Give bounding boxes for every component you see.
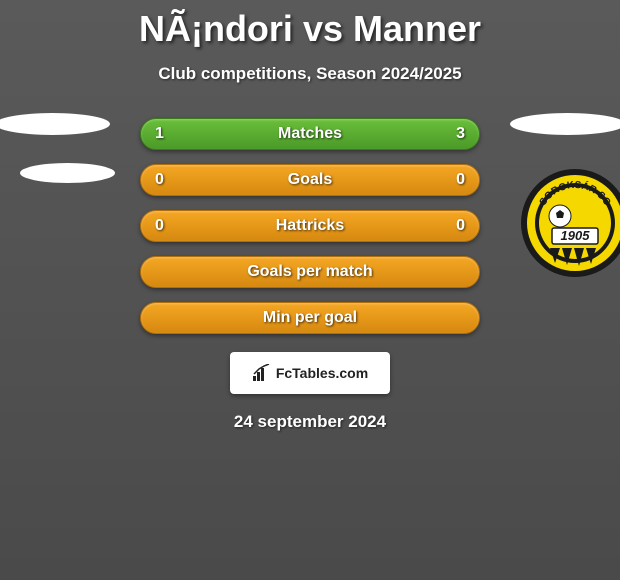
stat-row-matches: 1 Matches 3: [140, 118, 480, 150]
stat-label: Matches: [278, 125, 342, 143]
stat-left-value: 0: [155, 217, 164, 235]
subtitle: Club competitions, Season 2024/2025: [0, 64, 620, 84]
stat-label: Hattricks: [276, 217, 344, 235]
stat-right-value: 3: [456, 125, 465, 143]
stat-row-hattricks: 0 Hattricks 0: [140, 210, 480, 242]
stat-label: Goals: [288, 171, 332, 189]
fctables-logo[interactable]: FcTables.com: [230, 352, 390, 394]
blob: [20, 163, 115, 183]
stat-left-value: 0: [155, 171, 164, 189]
stat-label: Min per goal: [263, 309, 357, 327]
stat-left-value: 1: [155, 125, 164, 143]
blob: [0, 113, 110, 135]
stat-row-goals: 0 Goals 0: [140, 164, 480, 196]
stat-row-min-per-goal: Min per goal: [140, 302, 480, 334]
stat-right-value: 0: [456, 171, 465, 189]
logo-text: FcTables.com: [276, 365, 368, 381]
page-title: NÃ¡ndori vs Manner: [0, 0, 620, 50]
stat-label: Goals per match: [247, 263, 372, 281]
svg-text:1905: 1905: [561, 228, 591, 243]
stat-right-value: 0: [456, 217, 465, 235]
stats-area: SOROKSÁR SC 1905 1 Matches 3 0: [0, 118, 620, 432]
stat-bars: 1 Matches 3 0 Goals 0 0 Hattricks 0 Goal…: [140, 118, 480, 334]
club-badge: SOROKSÁR SC 1905: [520, 168, 620, 278]
blob: [510, 113, 620, 135]
date-text: 24 september 2024: [0, 412, 620, 432]
chart-icon: [252, 364, 272, 382]
stat-row-goals-per-match: Goals per match: [140, 256, 480, 288]
